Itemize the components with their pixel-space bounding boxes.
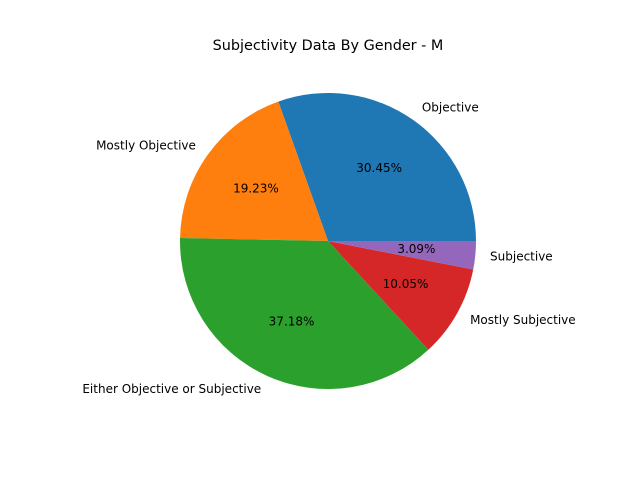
pie-slice-mostly-subjective (328, 241, 474, 350)
slice-label-objective: Objective (422, 100, 479, 114)
percent-label-mostly-subjective: 10.05% (383, 277, 429, 291)
percent-labels: 30.45% 19.23% 37.18% 10.05% 3.09% (233, 161, 435, 329)
percent-label-either-objective-or-subjective: 37.18% (269, 314, 315, 328)
pie-slice-objective (278, 92, 476, 241)
pie-slice-subjective (328, 241, 476, 270)
percent-label-mostly-objective: 19.23% (233, 182, 279, 196)
pie-slice-mostly-objective (180, 101, 328, 241)
percent-label-subjective: 3.09% (397, 242, 435, 256)
slice-label-subjective: Subjective (490, 249, 553, 263)
slice-label-mostly-subjective: Mostly Subjective (470, 313, 576, 327)
slice-label-either-objective-or-subjective: Either Objective or Subjective (82, 382, 261, 396)
percent-label-objective: 30.45% (356, 161, 402, 175)
pie-slice-either-objective-or-subjective (180, 238, 429, 389)
slice-labels: Objective Mostly Objective Either Objectiv… (82, 100, 575, 396)
chart-title: Subjectivity Data By Gender - M (213, 38, 444, 54)
slice-label-mostly-objective: Mostly Objective (96, 138, 196, 152)
pie-slices (180, 92, 476, 389)
